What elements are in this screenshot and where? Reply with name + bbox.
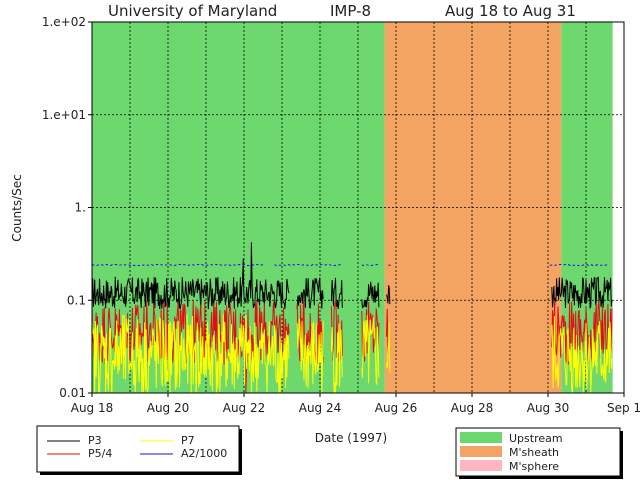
x-tick-label-3: Aug 24 xyxy=(299,401,342,415)
series-a2-1000-segment xyxy=(310,263,314,267)
legend-label-msphere: M'sphere xyxy=(509,460,559,473)
y-tick-label-3: 0.1 xyxy=(67,293,86,307)
series-a2-1000-segment xyxy=(214,263,218,266)
x-tick-label-6: Aug 30 xyxy=(527,401,570,415)
series-a2-1000-segment xyxy=(581,264,585,267)
legend-label-upstream: Upstream xyxy=(509,432,563,445)
series-p5-4-segment xyxy=(551,300,613,365)
series-p7-segment xyxy=(91,314,290,394)
series-legend: P3 P7 P5/4 A2/1000 xyxy=(36,425,242,475)
series-a2-1000-segment xyxy=(287,264,291,266)
series-p3-segment xyxy=(91,242,290,310)
title-date-range: Aug 18 to Aug 31 xyxy=(445,2,576,20)
legend-swatch-upstream xyxy=(460,432,502,443)
series-p3-segment xyxy=(330,277,343,309)
x-axis-label: Date (1997) xyxy=(315,431,387,445)
y-tick-label-2: 1. xyxy=(75,201,86,215)
x-tick-label-5: Aug 28 xyxy=(451,401,494,415)
series-a2-1000-segment xyxy=(319,263,323,266)
y-tick-label-4: 0.01 xyxy=(59,386,86,400)
series-a2-1000-segment xyxy=(151,263,154,267)
legend-label-a2-1000: A2/1000 xyxy=(181,447,227,460)
legend-swatch-msphere xyxy=(460,460,502,471)
legend-label-p3: P3 xyxy=(88,434,102,447)
x-tick-label-1: Aug 20 xyxy=(147,401,190,415)
y-axis-label: Counts/Sec xyxy=(10,174,24,242)
series-a2-1000-segment xyxy=(251,264,255,266)
series-a2-1000-segment xyxy=(224,264,227,266)
series-a2-1000-segment xyxy=(328,264,332,266)
series-a2-1000-segment xyxy=(324,264,327,266)
series-p7-segment xyxy=(551,316,613,394)
title-spacecraft: IMP-8 xyxy=(330,2,371,20)
legend-swatch-msheath xyxy=(460,446,502,457)
series-a2-1000-segment xyxy=(242,263,246,266)
series-p7-segment xyxy=(361,315,380,387)
region-legend: Upstream M'sheath M'sphere xyxy=(455,427,623,479)
y-tick-label-0: 1.e+02 xyxy=(42,15,86,29)
series-a2-1000-segment xyxy=(595,264,598,266)
series-a2-1000-segment xyxy=(306,264,309,266)
series-p3-segment xyxy=(551,276,613,310)
series-a2-1000-segment xyxy=(590,264,594,266)
series-a2-1000-segment xyxy=(366,264,369,266)
series-a2-1000-segment xyxy=(173,264,177,267)
series-a2-1000-segment xyxy=(219,264,223,266)
series-p7-segment xyxy=(296,318,324,394)
series-p3-segment xyxy=(386,285,391,305)
legend-label-msheath: M'sheath xyxy=(509,446,559,459)
y-tick-label-1: 1.e+01 xyxy=(42,108,86,122)
series-a2-1000-segment xyxy=(563,263,567,266)
series-a2-1000-segment xyxy=(119,264,122,266)
series-p5-4-segment xyxy=(361,301,380,362)
series-a2-1000-segment xyxy=(201,263,204,266)
x-tick-label-2: Aug 22 xyxy=(223,401,266,415)
x-tick-label-7: Sep 1 xyxy=(607,401,640,415)
series-p3-segment xyxy=(361,281,380,309)
series-a2-1000-segment xyxy=(237,263,241,266)
legend-label-p5-4: P5/4 xyxy=(88,447,112,460)
series-a2-1000-segment xyxy=(567,264,571,267)
series-a2-1000-segment xyxy=(586,264,589,266)
series-p7-segment xyxy=(330,323,343,394)
series-a2-1000-segment xyxy=(228,264,232,267)
series-lines xyxy=(91,242,613,394)
series-a2-1000-segment xyxy=(338,264,341,266)
x-tick-label-0: Aug 18 xyxy=(71,401,114,415)
series-legend-box xyxy=(36,425,240,473)
x-tick-label-4: Aug 26 xyxy=(375,401,418,415)
legend-label-p7: P7 xyxy=(181,434,195,447)
series-a2-1000-segment xyxy=(274,264,277,266)
series-a2-1000-segment xyxy=(109,264,113,267)
series-a2-1000-segment xyxy=(96,264,99,266)
x-axis-ticks: Aug 18 Aug 20 Aug 22 Aug 24 Aug 26 Aug 28 Aug … xyxy=(71,393,640,415)
series-a2-1000-segment xyxy=(192,264,195,266)
title-institution: University of Maryland xyxy=(108,2,277,20)
y-axis-ticks: 1.e+02 1.e+01 1. 0.1 0.01 xyxy=(42,15,92,400)
series-a2-1000-segment xyxy=(132,264,136,267)
series-p7-segment xyxy=(386,322,391,373)
series-p3-segment xyxy=(296,277,324,310)
series-a2-1000-segment xyxy=(187,264,191,267)
